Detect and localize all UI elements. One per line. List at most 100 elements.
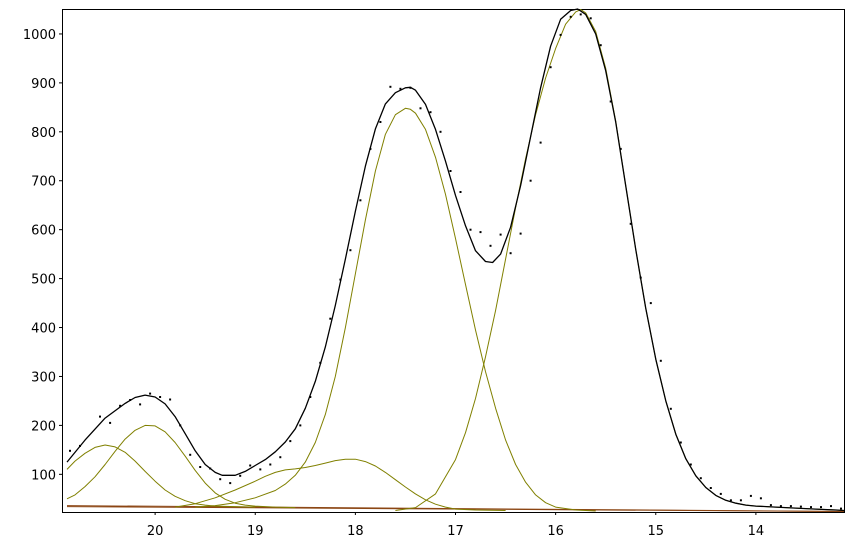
data-point-7: [149, 392, 152, 395]
data-point-58: [659, 359, 662, 362]
data-point-63: [709, 487, 712, 489]
data-point-71: [789, 505, 792, 508]
data-point-43: [509, 252, 512, 255]
data-point-42: [499, 233, 502, 236]
data-point-47: [549, 66, 552, 69]
data-point-16: [239, 474, 242, 477]
data-point-57: [649, 302, 652, 305]
data-point-75: [830, 505, 832, 508]
y-tick-label-500: 500: [31, 273, 56, 288]
data-point-60: [679, 441, 682, 444]
data-point-40: [479, 231, 482, 234]
y-tick-label-200: 200: [31, 419, 56, 434]
data-point-1: [79, 444, 81, 447]
data-point-76: [840, 507, 842, 510]
data-point-54: [619, 147, 622, 150]
plot-frame: [62, 9, 845, 513]
data-point-65: [729, 499, 732, 502]
component-curve-1: [66, 444, 256, 508]
x-tick-label-14: 14: [748, 524, 765, 539]
data-point-29: [369, 147, 372, 150]
data-point-31: [389, 85, 392, 88]
data-point-3: [109, 421, 112, 424]
data-point-20: [279, 456, 282, 459]
data-point-34: [419, 107, 422, 110]
data-point-8: [159, 396, 162, 398]
y-tick-label-300: 300: [31, 370, 56, 385]
data-point-21: [289, 440, 292, 443]
data-point-67: [749, 494, 752, 497]
data-point-68: [759, 497, 762, 500]
y-tick-label-900: 900: [31, 77, 56, 92]
fit-curve: [66, 8, 845, 512]
data-point-38: [459, 191, 462, 193]
data-point-64: [719, 492, 722, 495]
x-tick-label-19: 19: [247, 524, 264, 539]
data-point-24: [319, 361, 322, 364]
data-point-5: [129, 399, 132, 401]
axes-layer: 100 200 300 400 500 600 700 800 900 1000 20 19 18 17 1…: [23, 28, 764, 539]
data-point-41: [489, 244, 492, 247]
curves-layer: [66, 8, 845, 512]
data-point-35: [429, 111, 432, 114]
x-tick-label-17: 17: [447, 524, 464, 539]
data-point-19: [269, 463, 272, 466]
x-tick-label-20: 20: [147, 524, 164, 539]
data-point-12: [199, 466, 202, 468]
data-point-56: [639, 276, 642, 279]
data-point-62: [699, 477, 702, 480]
data-point-51: [589, 17, 592, 20]
data-point-33: [409, 86, 412, 89]
data-point-25: [329, 317, 332, 320]
data-point-15: [229, 482, 232, 485]
points-layer: [69, 13, 842, 510]
y-tick-label-1000: 1000: [23, 28, 56, 43]
data-point-59: [669, 407, 672, 410]
data-point-66: [739, 499, 742, 502]
component-curve-4: [195, 107, 596, 512]
data-point-72: [799, 505, 802, 508]
data-point-23: [309, 396, 312, 398]
data-point-37: [449, 170, 452, 172]
data-point-0: [69, 449, 71, 452]
data-point-50: [579, 13, 582, 16]
data-point-22: [299, 424, 302, 427]
component-curve-3: [175, 458, 506, 511]
data-point-27: [349, 249, 352, 252]
x-tick-label-15: 15: [647, 524, 664, 539]
data-point-18: [259, 468, 262, 471]
data-point-73: [810, 506, 812, 509]
x-tick-label-16: 16: [547, 524, 564, 539]
data-point-55: [629, 222, 632, 225]
data-point-14: [219, 478, 222, 481]
data-point-10: [179, 424, 182, 427]
data-point-9: [169, 398, 172, 401]
data-point-30: [379, 121, 382, 123]
y-tick-label-600: 600: [31, 224, 56, 239]
component-curve-2: [66, 424, 296, 509]
data-point-2: [99, 415, 101, 418]
y-tick-label-800: 800: [31, 126, 56, 141]
data-point-49: [569, 15, 572, 18]
y-tick-label-700: 700: [31, 175, 56, 190]
y-tick-label-100: 100: [31, 468, 56, 483]
data-point-52: [599, 44, 602, 47]
data-point-28: [359, 199, 362, 202]
x-tick-label-18: 18: [347, 524, 364, 539]
data-point-69: [769, 504, 772, 507]
data-point-17: [249, 464, 252, 467]
data-point-4: [119, 404, 122, 407]
data-point-44: [519, 232, 522, 235]
data-point-70: [779, 505, 782, 508]
data-point-36: [439, 130, 442, 133]
data-point-39: [469, 228, 472, 231]
data-point-46: [539, 141, 542, 144]
data-point-6: [139, 403, 142, 406]
data-point-45: [529, 179, 532, 182]
data-point-11: [189, 453, 192, 456]
data-point-13: [209, 467, 212, 470]
data-point-74: [820, 506, 822, 509]
y-tick-label-400: 400: [31, 322, 56, 337]
data-point-26: [339, 278, 342, 281]
